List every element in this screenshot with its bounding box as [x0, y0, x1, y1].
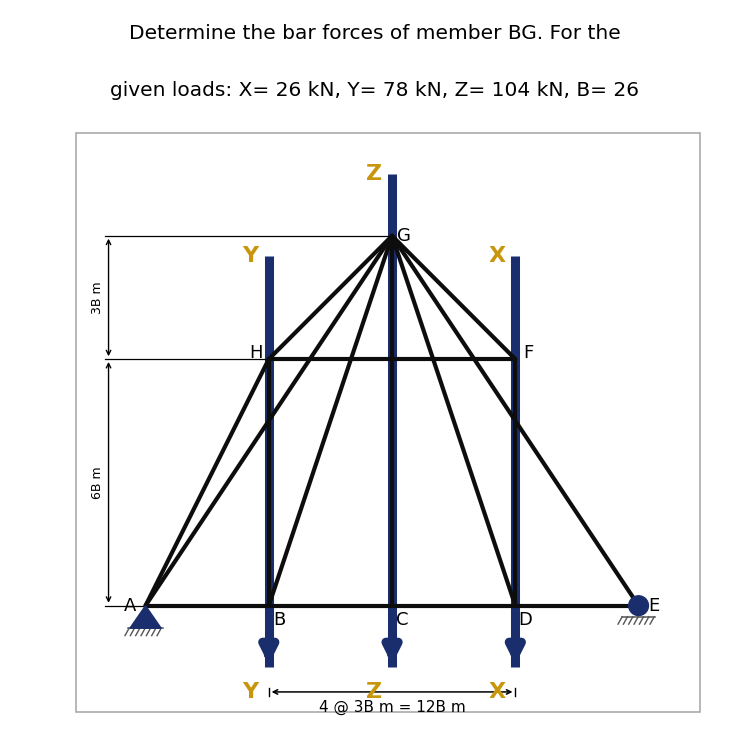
- Text: X: X: [488, 246, 506, 267]
- Text: Y: Y: [242, 682, 258, 701]
- Text: D: D: [519, 611, 532, 629]
- Text: Z: Z: [365, 682, 382, 701]
- Polygon shape: [130, 606, 161, 628]
- Text: A: A: [124, 596, 136, 615]
- Text: 3B m: 3B m: [91, 281, 104, 314]
- Circle shape: [628, 596, 649, 615]
- Text: E: E: [649, 596, 660, 615]
- Text: 4 @ 3B m = 12B m: 4 @ 3B m = 12B m: [319, 700, 466, 715]
- Text: 6B m: 6B m: [91, 466, 104, 499]
- Text: Determine the bar forces of member BG. For the: Determine the bar forces of member BG. F…: [129, 24, 621, 43]
- Text: G: G: [397, 226, 410, 245]
- Text: X: X: [488, 682, 506, 701]
- FancyBboxPatch shape: [76, 133, 700, 713]
- Text: H: H: [249, 344, 262, 362]
- Text: given loads: X= 26 kN, Y= 78 kN, Z= 104 kN, B= 26: given loads: X= 26 kN, Y= 78 kN, Z= 104 …: [110, 81, 640, 100]
- Text: B: B: [273, 611, 285, 629]
- Text: C: C: [396, 611, 409, 629]
- Text: F: F: [524, 344, 533, 362]
- Text: Z: Z: [365, 165, 382, 184]
- Text: Y: Y: [242, 246, 258, 267]
